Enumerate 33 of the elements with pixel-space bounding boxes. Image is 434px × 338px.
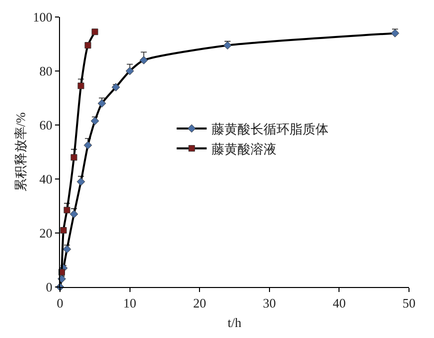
point [60, 227, 67, 234]
point [84, 141, 92, 150]
x-tick-label: 20 [193, 296, 206, 311]
point [90, 116, 100, 126]
point [112, 83, 120, 92]
point [76, 178, 86, 186]
point [62, 245, 72, 254]
y-tick-label: 100 [32, 10, 52, 25]
x-axis-title: t/h [228, 315, 242, 330]
point [64, 206, 70, 214]
y-tick-label: 80 [39, 64, 52, 79]
point [126, 66, 134, 76]
x-tick-label: 30 [262, 296, 276, 311]
y-tick-label: 20 [39, 226, 52, 241]
x-tick-label: 50 [402, 296, 416, 311]
point [390, 29, 400, 38]
point [70, 154, 78, 161]
y-tick-label: 40 [39, 172, 52, 187]
legend-label: 藤黄酸长循环脂质体 [212, 122, 329, 137]
point [223, 41, 232, 50]
point [140, 56, 148, 64]
x-tick-label: 40 [332, 296, 346, 311]
y-axis-title: 累积释放率/% [12, 112, 28, 192]
y-tick-label: 0 [46, 280, 52, 295]
legend-label: 藤黄酸溶液 [212, 141, 277, 156]
point [58, 274, 66, 284]
point [78, 82, 84, 90]
x-tick-label: 0 [56, 296, 64, 311]
point [92, 28, 98, 36]
x-tick-label: 10 [123, 296, 136, 311]
point [98, 99, 106, 108]
point [84, 42, 92, 49]
y-tick-label: 60 [39, 118, 52, 133]
